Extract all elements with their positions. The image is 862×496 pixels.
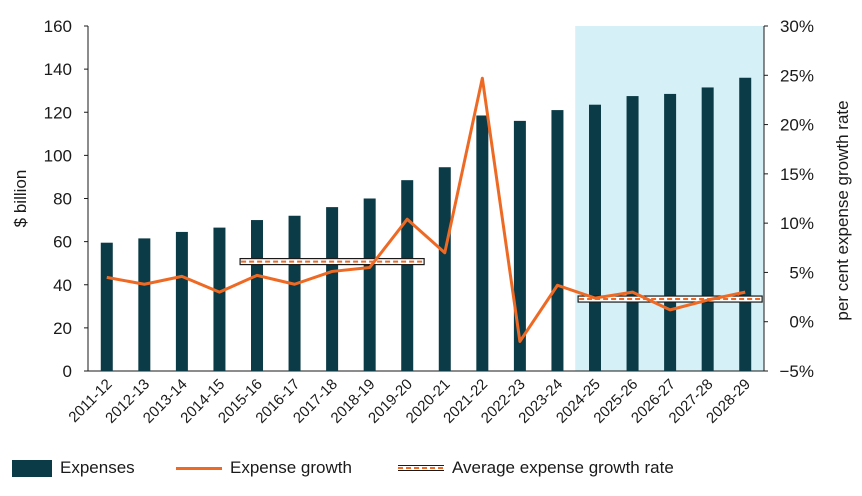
legend-swatch-average xyxy=(398,465,444,471)
right-tick-label: 30% xyxy=(780,17,814,36)
left-tick-label: 20 xyxy=(53,319,72,338)
expense-bar xyxy=(100,242,113,371)
legend-label-expenses: Expenses xyxy=(60,458,135,477)
legend-label-growth: Expense growth xyxy=(230,458,352,477)
expense-bar xyxy=(213,227,226,371)
expense-bar xyxy=(326,207,339,371)
expense-bar xyxy=(739,77,752,371)
expense-bar xyxy=(664,93,677,371)
right-tick-label: 5% xyxy=(789,263,814,282)
legend-item-average: Average expense growth rate xyxy=(398,458,674,478)
legend-item-growth: Expense growth xyxy=(176,458,352,478)
expense-bar xyxy=(401,180,414,371)
right-tick-label: 25% xyxy=(780,66,814,85)
expense-bar xyxy=(626,96,639,371)
left-tick-label: 0 xyxy=(63,362,72,381)
y-axis-label: $ billion xyxy=(11,170,30,228)
expense-bar xyxy=(138,238,151,371)
expense-bar xyxy=(438,167,451,371)
expense-bar xyxy=(175,231,188,371)
expense-bar xyxy=(589,104,601,371)
legend-item-expenses: Expenses xyxy=(12,458,135,478)
legend-swatch-expenses xyxy=(12,459,52,477)
expense-bar xyxy=(513,120,526,371)
legend-label-average: Average expense growth rate xyxy=(452,458,674,477)
left-tick-label: 40 xyxy=(53,276,72,295)
left-tick-label: 140 xyxy=(44,60,72,79)
right-tick-label: 10% xyxy=(780,214,814,233)
y2-axis-label: per cent expense growth rate xyxy=(833,100,852,320)
left-tick-label: 100 xyxy=(44,146,72,165)
expense-bar xyxy=(363,198,376,371)
expenses-chart: 0 20 40 60 80 100 120 140 160 −5% 0% 5% 10% 15% 20% 25%… xyxy=(11,17,852,427)
left-tick-label: 80 xyxy=(53,190,72,209)
expense-bar xyxy=(288,215,301,371)
expense-growth-line xyxy=(106,76,746,343)
left-tick-label: 160 xyxy=(44,17,72,36)
right-tick-label: 15% xyxy=(780,165,814,184)
left-tick-label: 60 xyxy=(53,233,72,252)
legend: Expenses Expense growth Average expense … xyxy=(0,458,862,488)
expense-bar xyxy=(551,110,564,371)
right-tick-label: −5% xyxy=(780,362,815,381)
expense-bar xyxy=(251,220,263,371)
expense-bar xyxy=(701,87,714,371)
right-tick-label: 0% xyxy=(789,313,814,332)
left-tick-label: 120 xyxy=(44,103,72,122)
right-tick-label: 20% xyxy=(780,116,814,135)
expense-bar xyxy=(476,115,489,371)
legend-swatch-growth xyxy=(176,466,222,470)
